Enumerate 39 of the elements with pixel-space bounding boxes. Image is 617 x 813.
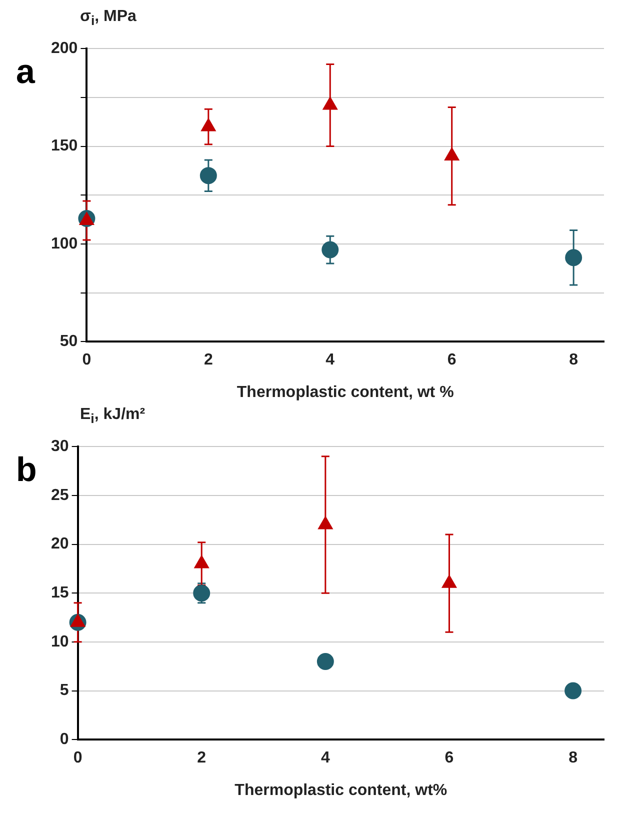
- y-tick-label: 5: [60, 682, 69, 700]
- y-axis-title: E$_{i}$, kJ/m²: [80, 406, 146, 426]
- x-tick-label: 2: [197, 750, 206, 767]
- x-axis-title: Thermoplastic content, wt%: [234, 782, 448, 799]
- point: [565, 249, 582, 266]
- point: [200, 118, 216, 132]
- y-tick-label: 200: [50, 40, 78, 58]
- point: [316, 652, 334, 670]
- point: [194, 555, 210, 568]
- point: [322, 241, 339, 258]
- x-tick-label: 6: [447, 352, 456, 369]
- chart-title: a: [16, 53, 35, 92]
- x-tick-label: 0: [82, 352, 92, 369]
- point: [318, 516, 333, 530]
- x-tick-label: 8: [569, 352, 578, 369]
- point: [444, 148, 460, 161]
- y-tick-label: 15: [51, 584, 69, 602]
- y-tick-label: 0: [60, 731, 69, 748]
- x-tick-label: 6: [444, 750, 454, 767]
- y-tick-label: 20: [51, 536, 69, 553]
- y-tick-label: 50: [60, 333, 78, 350]
- point: [322, 96, 338, 110]
- point: [564, 682, 582, 700]
- point: [70, 614, 86, 627]
- x-axis-title: Thermoplastic content, wt %: [236, 384, 454, 401]
- y-axis-title: σ$_{i}$, MPa: [80, 8, 136, 28]
- y-tick-label: 25: [51, 486, 69, 504]
- y-tick-label: 30: [51, 438, 69, 456]
- chart-title: b: [16, 451, 37, 490]
- x-tick-label: 4: [320, 750, 330, 767]
- x-tick-label: 2: [204, 352, 213, 369]
- point: [442, 574, 457, 588]
- y-tick-label: 150: [50, 138, 78, 155]
- point: [200, 167, 217, 184]
- y-tick-label: 10: [51, 633, 69, 650]
- y-tick-label: 100: [50, 235, 78, 252]
- point: [193, 584, 210, 602]
- x-tick-label: 4: [326, 352, 335, 369]
- x-tick-label: 8: [568, 750, 578, 767]
